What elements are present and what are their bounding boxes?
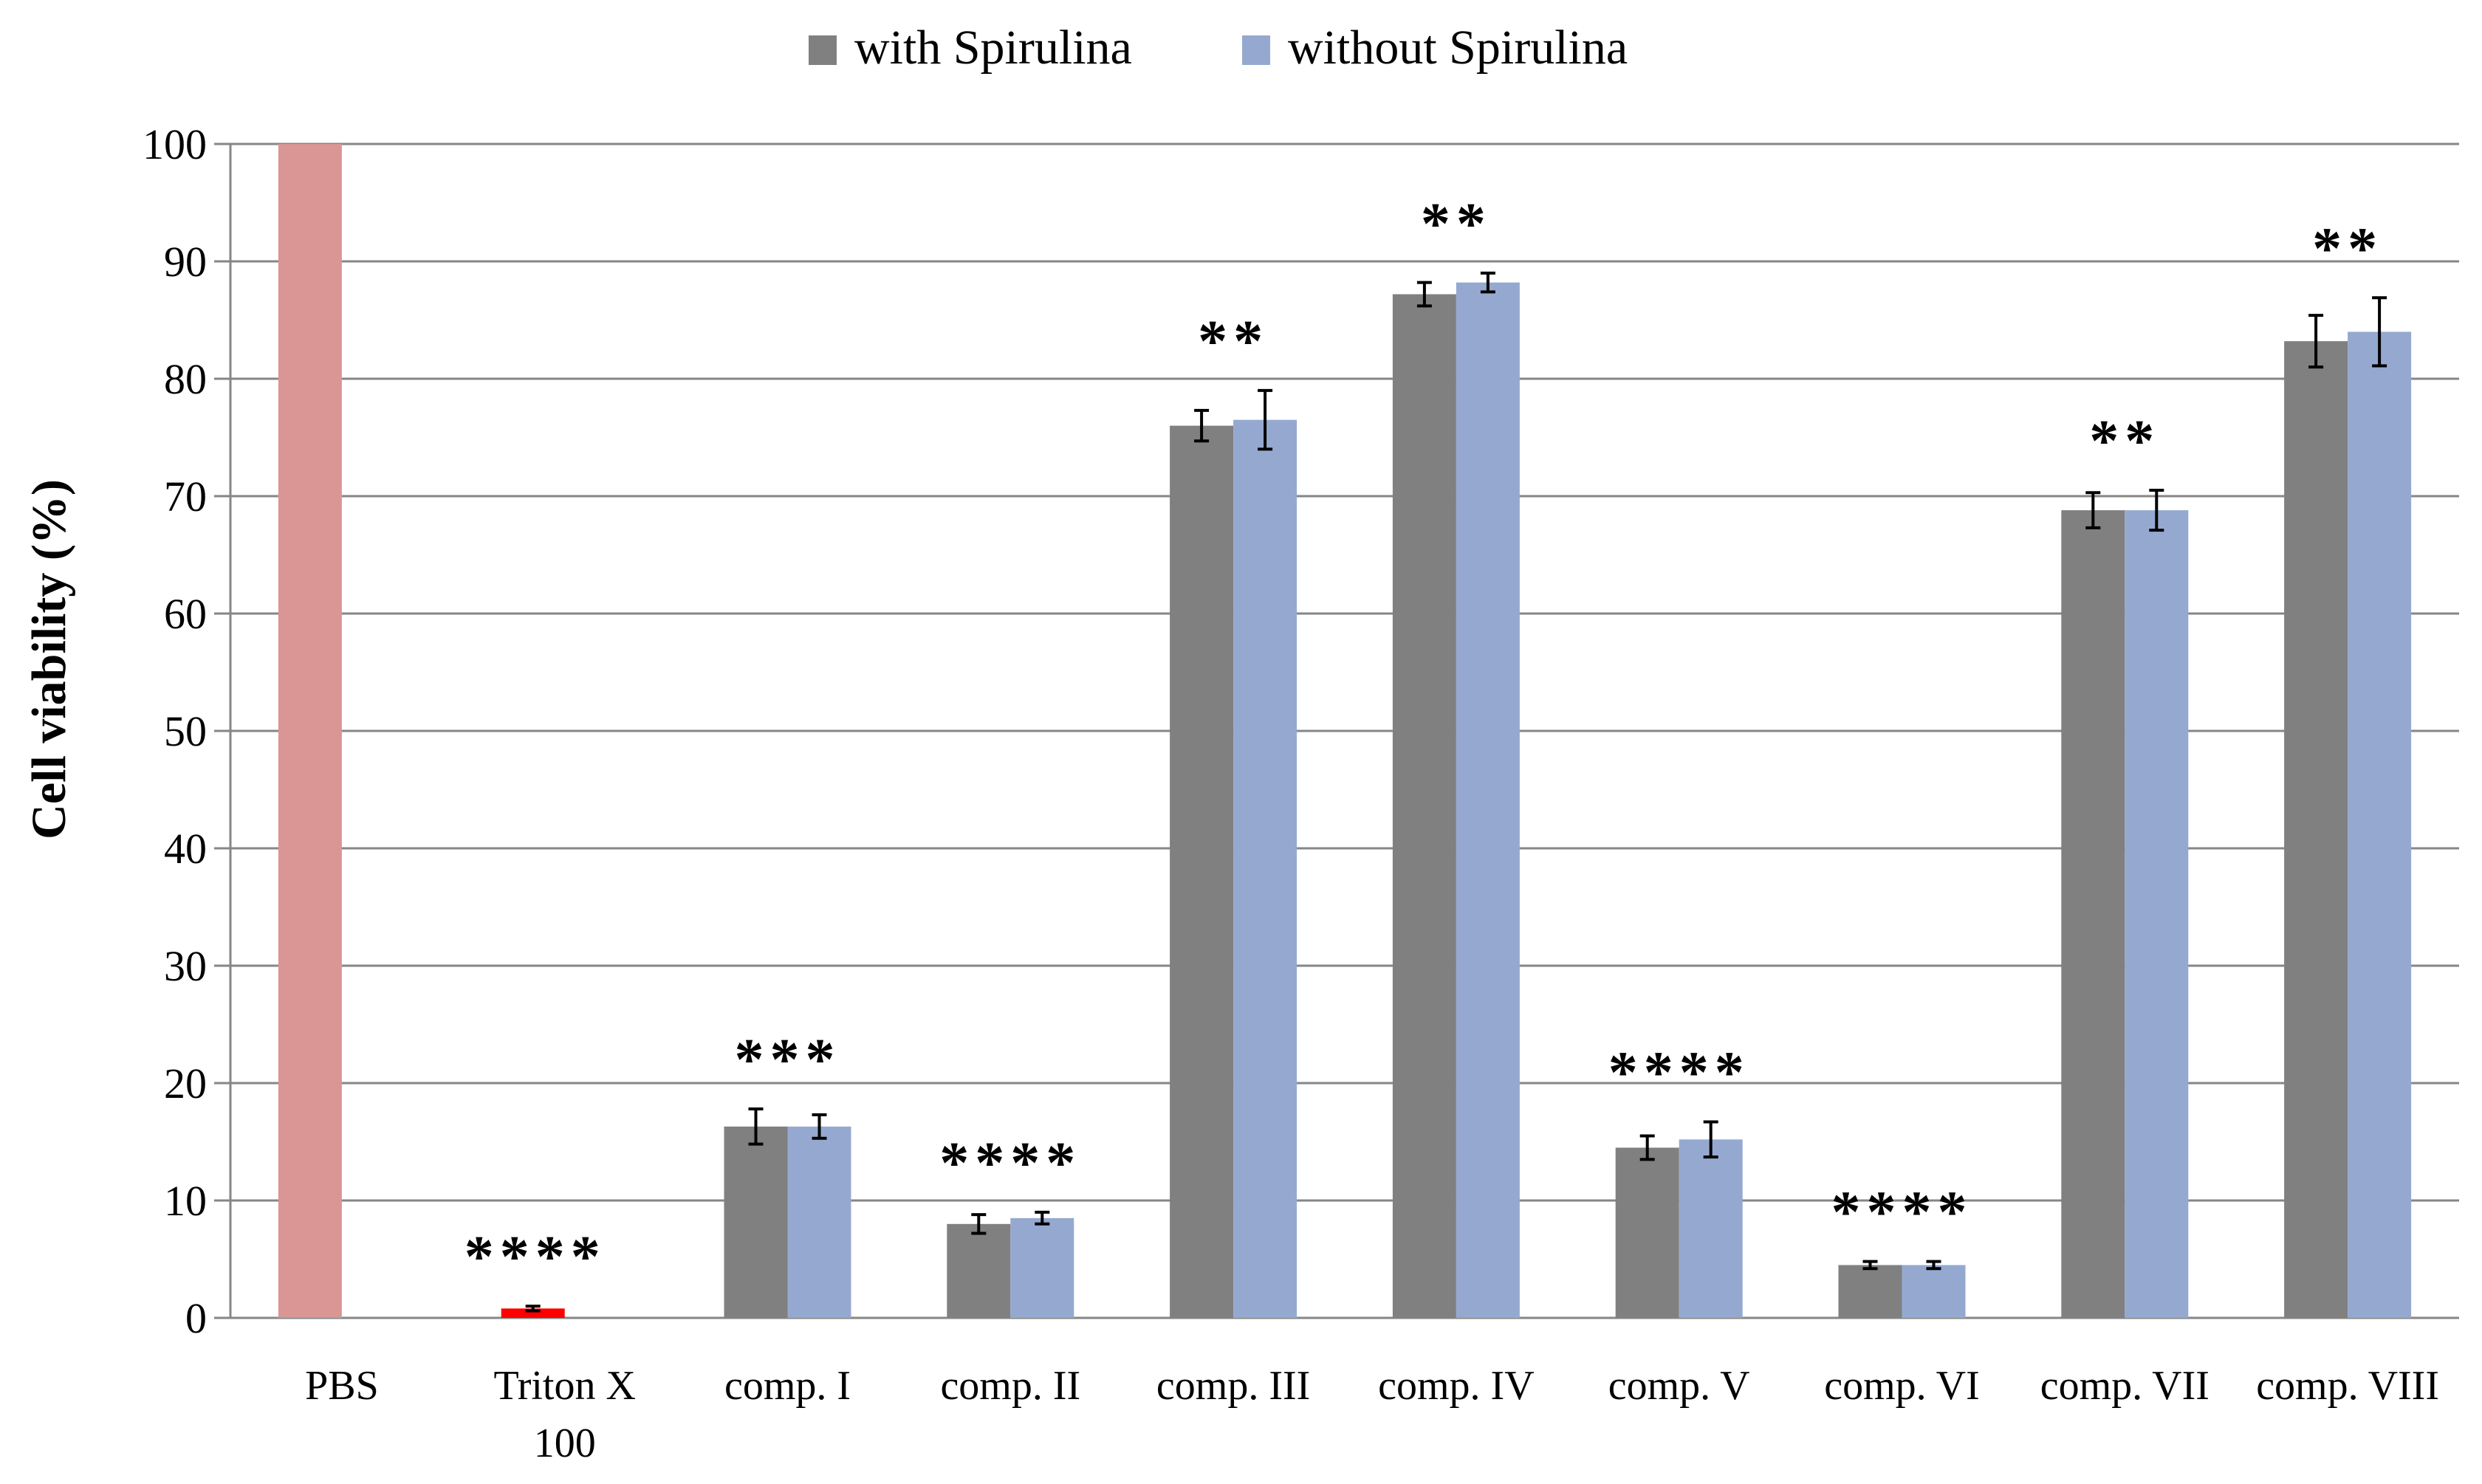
bar-without-spirulina <box>787 1126 851 1318</box>
bar-with-spirulina <box>724 1126 788 1318</box>
y-tick-label: 100 <box>143 120 207 168</box>
x-tick-label: comp. V <box>1608 1363 1750 1409</box>
x-tick-label: comp. VIII <box>2256 1363 2439 1409</box>
y-tick-label: 80 <box>164 355 207 403</box>
bar-control <box>278 144 342 1318</box>
legend: with Spirulina without Spirulina <box>809 21 1628 75</box>
bar-with-spirulina <box>1838 1265 1902 1318</box>
bar-with-spirulina <box>1615 1147 1679 1318</box>
significance-label: **** <box>939 1131 1081 1196</box>
bar-without-spirulina <box>1233 419 1297 1318</box>
significance-label: ** <box>2312 216 2383 281</box>
y-tick-label: 90 <box>164 238 207 286</box>
significance-label: **** <box>1608 1040 1750 1105</box>
bar-without-spirulina <box>1010 1217 1074 1318</box>
gridlines <box>214 142 2459 1319</box>
x-tick-label: comp. IV <box>1378 1363 1535 1409</box>
y-tick-label: 40 <box>164 825 207 873</box>
legend-swatch <box>809 35 837 65</box>
significance-label: ** <box>1421 192 1492 257</box>
bar-without-spirulina <box>2348 332 2412 1318</box>
x-tick-label: comp. I <box>724 1363 851 1409</box>
y-tick-label: 20 <box>164 1059 207 1107</box>
legend-label: without Spirulina <box>1288 21 1628 75</box>
y-tick-label: 10 <box>164 1177 207 1225</box>
significance-label: ** <box>1198 309 1269 374</box>
labels: 0102030405060708090100******************… <box>143 120 2439 1466</box>
y-tick-label: 50 <box>164 707 207 755</box>
bar-with-spirulina <box>2061 510 2125 1318</box>
bar-control <box>501 1308 565 1318</box>
x-tick-label: comp. VI <box>1824 1363 1980 1409</box>
y-tick-label: 30 <box>164 942 207 990</box>
bars <box>278 144 2412 1318</box>
bar-with-spirulina <box>2284 341 2348 1318</box>
x-tick-label: 100 <box>534 1421 596 1466</box>
significance-label: ** <box>2089 409 2160 474</box>
bar-with-spirulina <box>1392 294 1456 1318</box>
bar-without-spirulina <box>1902 1265 1966 1318</box>
significance-label: *** <box>735 1028 841 1093</box>
bar-without-spirulina <box>2125 510 2189 1318</box>
significance-label: **** <box>464 1225 606 1290</box>
bar-with-spirulina <box>947 1223 1011 1318</box>
bar-with-spirulina <box>1170 425 1234 1318</box>
x-tick-label: Triton X <box>493 1363 635 1409</box>
x-tick-label: PBS <box>305 1363 379 1409</box>
y-axis-label: Cell viability (%) <box>22 479 76 839</box>
x-tick-label: comp. VII <box>2040 1363 2210 1409</box>
bar-without-spirulina <box>1679 1139 1743 1318</box>
legend-label: with Spirulina <box>854 21 1132 75</box>
significance-label: **** <box>1831 1181 1973 1246</box>
x-tick-label: comp. II <box>940 1363 1080 1409</box>
y-tick-label: 60 <box>164 590 207 638</box>
y-tick-label: 0 <box>185 1294 207 1342</box>
x-tick-label: comp. III <box>1156 1363 1310 1409</box>
y-tick-label: 70 <box>164 473 207 521</box>
legend-swatch <box>1242 35 1270 65</box>
bar-without-spirulina <box>1456 282 1520 1318</box>
